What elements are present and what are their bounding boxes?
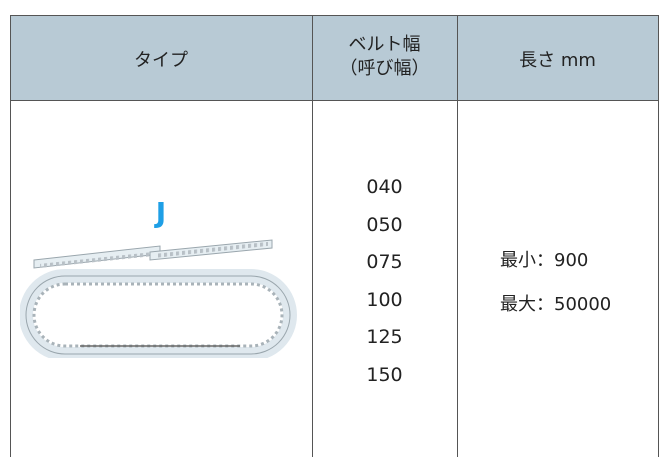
- border-top: [10, 15, 659, 16]
- border-left: [10, 15, 11, 457]
- length-max: 最大：50000: [500, 294, 612, 315]
- header-type: タイプ: [134, 50, 188, 71]
- header-width: ベルト幅 （呼び幅）: [312, 33, 457, 81]
- width-value: 040: [366, 176, 403, 198]
- border-header: [10, 100, 659, 101]
- border-col1: [312, 15, 313, 457]
- width-value: 100: [366, 289, 403, 311]
- width-value: 150: [366, 364, 403, 386]
- width-value: 075: [366, 251, 403, 273]
- flat-belt: [33, 239, 273, 269]
- width-value: 050: [366, 214, 403, 236]
- header-width-line: ベルト幅: [348, 34, 421, 55]
- length-min: 最小：900: [500, 250, 589, 271]
- belt-illustration: [20, 239, 297, 358]
- table-header: [10, 15, 658, 100]
- header-width-line: （呼び幅）: [339, 58, 430, 79]
- loop-belt: [20, 269, 297, 358]
- width-value: 125: [366, 326, 403, 348]
- border-right: [658, 15, 659, 457]
- header-length: 長さ mm: [519, 50, 596, 71]
- border-col2: [457, 15, 458, 457]
- type-label: J: [155, 196, 167, 229]
